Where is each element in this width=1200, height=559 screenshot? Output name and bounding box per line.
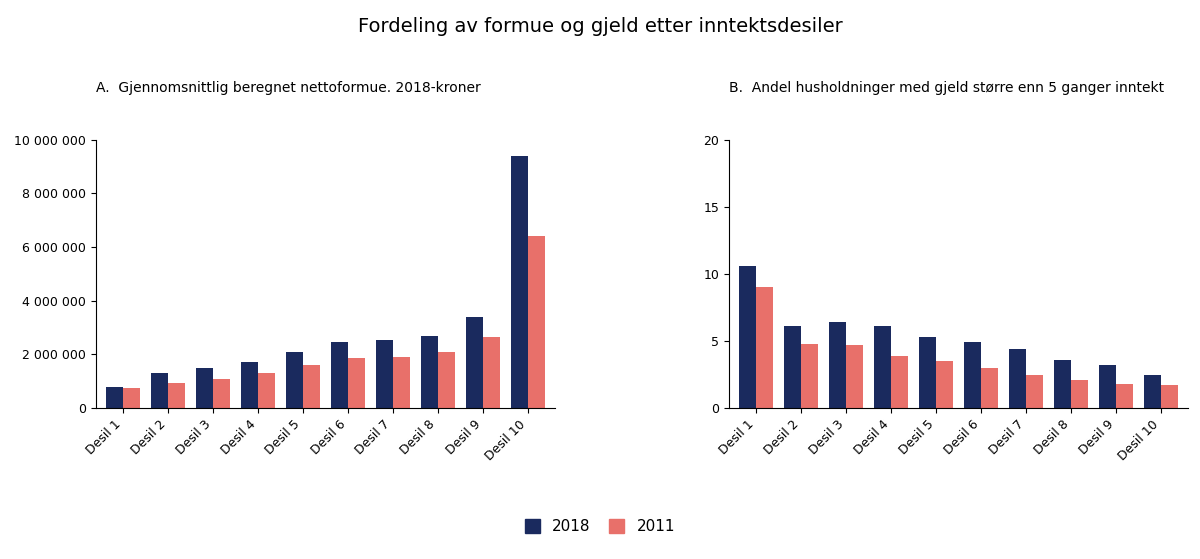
Bar	[241, 362, 258, 408]
Bar	[1009, 349, 1026, 408]
Bar	[212, 378, 230, 408]
Bar	[874, 326, 892, 408]
Bar	[1116, 384, 1133, 408]
Bar	[982, 368, 998, 408]
Bar	[846, 345, 863, 408]
Bar	[739, 266, 756, 408]
Bar	[302, 365, 320, 408]
Bar	[528, 236, 545, 408]
Text: Fordeling av formue og gjeld etter inntektsdesiler: Fordeling av formue og gjeld etter innte…	[358, 17, 842, 36]
Bar	[829, 322, 846, 408]
Bar	[286, 352, 302, 408]
Bar	[892, 356, 908, 408]
Bar	[482, 337, 500, 408]
Bar	[421, 335, 438, 408]
Bar	[756, 287, 773, 408]
Text: B.  Andel husholdninger med gjeld større enn 5 ganger inntekt: B. Andel husholdninger med gjeld større …	[730, 81, 1164, 95]
Bar	[1099, 365, 1116, 408]
Bar	[258, 373, 275, 408]
Bar	[1144, 375, 1162, 408]
Text: A.  Gjennomsnittlig beregnet nettoformue. 2018-kroner: A. Gjennomsnittlig beregnet nettoformue.…	[96, 81, 481, 95]
Bar	[802, 344, 818, 408]
Bar	[392, 357, 410, 408]
Bar	[348, 358, 365, 408]
Bar	[438, 352, 455, 408]
Bar	[919, 337, 936, 408]
Bar	[151, 373, 168, 408]
Bar	[511, 156, 528, 408]
Bar	[1026, 375, 1043, 408]
Bar	[1072, 380, 1088, 408]
Bar	[466, 317, 482, 408]
Bar	[964, 342, 982, 408]
Bar	[331, 342, 348, 408]
Bar	[1054, 360, 1072, 408]
Bar	[1162, 385, 1178, 408]
Bar	[196, 368, 212, 408]
Bar	[106, 387, 122, 408]
Legend: 2018, 2011: 2018, 2011	[518, 513, 682, 540]
Bar	[122, 388, 140, 408]
Bar	[376, 340, 392, 408]
Bar	[784, 326, 802, 408]
Bar	[168, 382, 185, 408]
Bar	[936, 361, 953, 408]
